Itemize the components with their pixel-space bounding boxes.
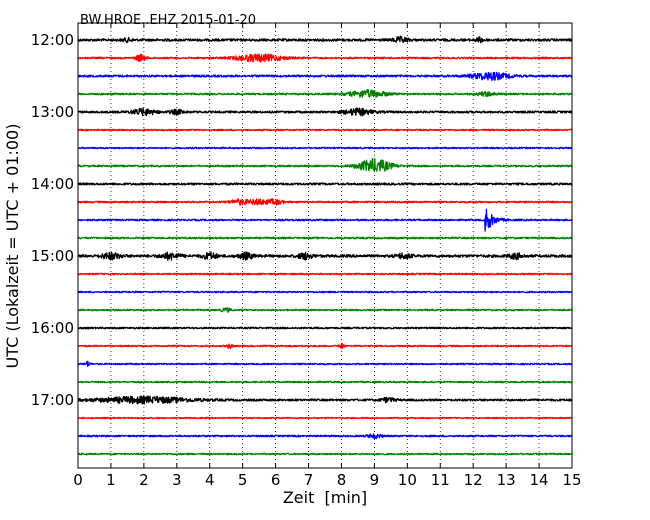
seismic-trace [77, 35, 573, 44]
x-tick-label: 2 [139, 471, 149, 489]
x-tick-label: 5 [238, 471, 248, 489]
y-tick-label: 12:00 [31, 31, 74, 49]
seismic-trace [77, 236, 573, 240]
x-tick-label: 0 [73, 471, 83, 489]
x-tick-label: 12 [464, 471, 483, 489]
seismic-trace [77, 128, 573, 132]
seismic-trace [77, 416, 573, 420]
y-tick-label: 14:00 [31, 175, 74, 193]
y-tick-label: 16:00 [31, 319, 74, 337]
x-ticks: 0 1 2 3 4 5 6 7 8 9 10 11 12 13 14 15 [73, 23, 582, 489]
x-tick-label: 7 [304, 471, 314, 489]
y-tick-label: 15:00 [31, 247, 74, 265]
x-tick-label: 13 [497, 471, 516, 489]
x-tick-label: 10 [398, 471, 417, 489]
seismic-trace [77, 380, 573, 384]
x-axis-label: Zeit [min] [283, 488, 367, 507]
y-tick-label: 17:00 [31, 391, 74, 409]
x-tick-label: 6 [271, 471, 281, 489]
seismic-trace [77, 395, 573, 405]
traces [77, 35, 573, 456]
seismic-trace [77, 307, 573, 313]
seismic-trace [77, 182, 573, 186]
seismic-trace [77, 272, 573, 276]
seismic-trace [77, 326, 573, 330]
x-tick-label: 4 [205, 471, 215, 489]
seismic-trace [77, 433, 573, 440]
seismic-trace [77, 158, 573, 172]
seismic-trace [77, 198, 573, 206]
y-axis-label: UTC (Lokalzeit = UTC + 01:00) [3, 124, 22, 369]
seismic-trace [77, 452, 573, 456]
seismic-trace [77, 360, 573, 367]
x-tick-label: 8 [337, 471, 347, 489]
x-tick-label: 15 [562, 471, 581, 489]
y-ticks: 12:00 13:00 14:00 15:00 16:00 17:00 [31, 31, 84, 409]
y-tick-label: 13:00 [31, 103, 74, 121]
seismic-trace [77, 71, 573, 81]
x-tick-label: 11 [431, 471, 450, 489]
seismic-trace [77, 343, 573, 350]
seismic-trace [77, 89, 573, 98]
seismic-trace [77, 53, 573, 63]
x-tick-label: 3 [172, 471, 182, 489]
x-tick-label: 14 [530, 471, 549, 489]
seismic-trace [77, 251, 573, 261]
plot-frame [77, 22, 573, 469]
seismic-trace [77, 146, 573, 150]
seismic-trace [77, 107, 573, 117]
seismic-trace [77, 208, 573, 232]
x-tick-label: 1 [106, 471, 116, 489]
x-tick-label: 9 [370, 471, 380, 489]
seismic-trace [77, 290, 573, 294]
chart-title: BW.HROE..EHZ 2015-01-20 [80, 13, 256, 28]
